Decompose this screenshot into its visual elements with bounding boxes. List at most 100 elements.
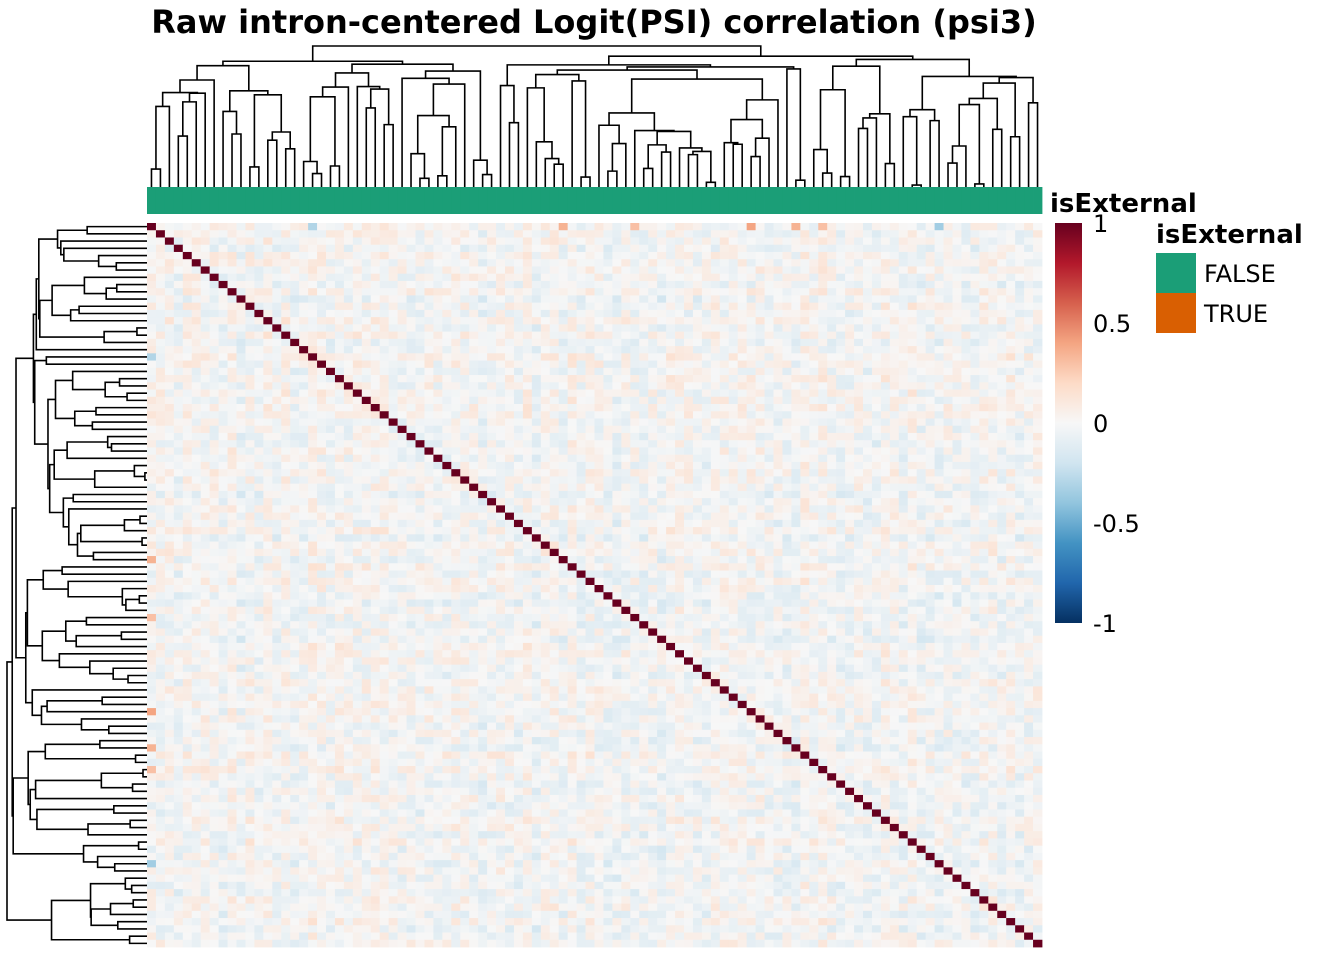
heatmap-cell [513,331,524,340]
heatmap-cell [988,483,998,492]
heatmap-cell [487,498,497,506]
heatmap-cell [218,317,228,325]
heatmap-cell [299,404,309,412]
heatmap-cell [675,432,685,441]
heatmap-cell [800,302,810,311]
heatmap-cell [191,360,202,369]
heatmap-cell [701,317,712,325]
heatmap-cell [263,288,273,296]
heatmap-cell [764,280,774,289]
heatmap-cell [666,251,676,260]
annotation-cell [227,187,237,214]
heatmap-cell [871,396,882,405]
heatmap-cell [746,353,756,361]
heatmap-cell [782,440,792,448]
heatmap-cell [666,541,676,550]
heatmap-cell [424,396,434,405]
heatmap-cell [200,259,211,267]
heatmap-cell [245,469,255,477]
column-dendrogram-branch [177,135,189,187]
heatmap-cell [1006,534,1016,542]
heatmap-cell [755,469,765,477]
heatmap-cell [675,280,685,289]
heatmap-cell [916,411,927,419]
heatmap-cell [684,273,694,282]
heatmap-cell [612,483,622,492]
heatmap-cell [326,295,336,304]
heatmap-cell [200,454,211,463]
heatmap-cell [603,490,613,499]
heatmap-cell [334,353,345,361]
heatmap-cell [800,251,810,260]
heatmap-cell [925,490,935,499]
heatmap-cell [594,425,604,434]
heatmap-cell [809,237,819,246]
heatmap-cell [397,404,407,412]
heatmap-cell [907,353,918,361]
heatmap-cell [326,309,336,318]
heatmap-cell [692,461,703,470]
heatmap-cell [943,483,953,492]
heatmap-cell [621,353,631,361]
heatmap-cell [478,230,488,238]
heatmap-cell [442,389,452,398]
heatmap-cell [164,440,175,448]
heatmap-cell [889,389,900,398]
heatmap-cell [227,251,237,260]
heatmap-cell [737,541,748,550]
heatmap-cell [737,259,748,267]
heatmap-cell [281,346,291,354]
heatmap-cell [1033,469,1043,477]
heatmap-cell [648,512,658,521]
heatmap-cell [182,447,193,456]
heatmap-cell [854,498,864,506]
column-dendrogram-branch [958,103,981,184]
heatmap-cell [1006,266,1016,275]
heatmap-cell [773,273,783,282]
heatmap-cell [630,309,640,318]
heatmap-cell [478,288,488,296]
heatmap-cell [352,396,363,405]
heatmap-cell [379,375,390,383]
heatmap-cell [952,367,962,376]
heatmap-cell [943,512,953,521]
heatmap-cell [496,237,506,246]
heatmap-cell [173,244,184,253]
heatmap-cell [272,476,282,485]
heatmap-cell [871,360,882,369]
heatmap-cell [612,527,622,535]
row-dendrogram-branch [129,819,147,829]
heatmap-cell [845,346,855,354]
heatmap-cell [352,317,363,325]
heatmap-cell [549,490,560,499]
annotation-name-label: isExternal [1050,189,1197,219]
heatmap-cell [522,251,533,260]
heatmap-cell [496,317,506,325]
heatmap-cell [710,534,721,542]
heatmap-cell [898,447,909,456]
heatmap-cell [916,396,927,405]
heatmap-cell [692,556,703,564]
heatmap-cell [809,541,819,550]
heatmap-cell [496,476,506,485]
heatmap-cell [442,447,452,456]
heatmap-cell [603,353,613,361]
heatmap-cell [934,266,944,275]
heatmap-cell [737,338,748,347]
heatmap-cell [809,512,819,521]
heatmap-cell [182,432,193,441]
heatmap-cell [236,541,246,550]
heatmap-cell [173,461,184,470]
heatmap-cell [164,295,175,304]
heatmap-cell [308,483,318,492]
heatmap-cell [496,411,506,419]
heatmap-cell [334,230,345,238]
heatmap-cell [290,476,300,485]
heatmap-cell [281,251,291,260]
heatmap-cell [191,280,202,289]
heatmap-cell [657,382,667,390]
heatmap-cell [827,454,837,463]
heatmap-cell [451,331,461,340]
heatmap-cell [854,548,864,557]
heatmap-cell [988,454,998,463]
